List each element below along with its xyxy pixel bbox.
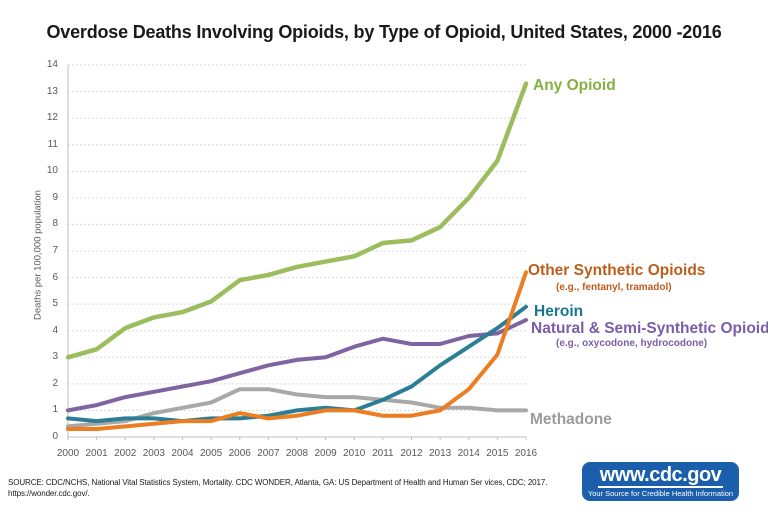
cdc-logo-url: www.cdc.gov	[597, 463, 724, 488]
y-tick-label: 6	[52, 271, 58, 283]
x-tick-label: 2002	[114, 448, 137, 459]
y-tick-label: 5	[52, 298, 58, 310]
cdc-logo-tagline: Your Source for Credible Health Informat…	[587, 488, 734, 498]
y-tick-label: 3	[52, 351, 58, 363]
y-tick-label: 1	[52, 404, 58, 416]
cdc-logo[interactable]: www.cdc.gov Your Source for Credible Hea…	[582, 462, 739, 501]
series-label-methadone: Methadone	[530, 411, 612, 428]
y-tick-label: 12	[46, 112, 58, 124]
x-tick-label: 2014	[457, 448, 480, 459]
x-tick-label: 2012	[400, 448, 423, 459]
series-line-methadone	[66, 387, 528, 429]
y-tick-label: 8	[52, 218, 58, 230]
x-tick-label: 2016	[514, 448, 538, 459]
chart-title: Overdose Deaths Involving Opioids, by Ty…	[46, 22, 722, 42]
y-tick-label: 4	[52, 324, 58, 336]
x-tick-label: 2001	[85, 448, 108, 459]
source-note: SOURCE: CDC/NCHS, National Vital Statist…	[8, 477, 580, 499]
series-line-heroin	[66, 304, 528, 424]
y-tick-label: 2	[52, 377, 58, 389]
series-label-natural-semi-synthetic-opioids: Natural & Semi-Synthetic Opioids	[531, 320, 768, 337]
series-label-heroin: Heroin	[534, 303, 584, 320]
x-tick-label: 2015	[486, 448, 509, 459]
x-tick-label: 2005	[200, 448, 223, 459]
y-tick-label: 14	[46, 59, 58, 70]
y-tick-label: 10	[46, 165, 58, 177]
x-tick-label: 2000	[56, 448, 80, 459]
y-tick-label: 9	[52, 191, 58, 203]
series-line-natural-semi-synthetic-opioids	[66, 318, 528, 413]
y-tick-label: 7	[52, 245, 58, 256]
x-tick-label: 2008	[285, 448, 309, 459]
series-line-any-opioid	[65, 81, 529, 360]
source-line-2: https://wonder.cdc.gov/.	[8, 489, 90, 498]
y-tick-label: 0	[52, 431, 58, 442]
x-tick-label: 2006	[228, 448, 251, 459]
series-sublabel-other-synthetic-opioids: (e.g., fentanyl, tramadol)	[556, 282, 672, 293]
x-tick-label: 2010	[343, 448, 366, 459]
y-tick-label: 13	[46, 85, 58, 97]
series-label-any-opioid: Any Opioid	[533, 77, 616, 94]
series-label-other-synthetic-opioids: Other Synthetic Opioids	[528, 262, 706, 279]
series-sublabel-natural-semi-synthetic-opioids: (e.g., oxycodone, hydrocodone)	[556, 338, 708, 349]
x-tick-label: 2007	[257, 448, 280, 459]
y-tick-label: 11	[47, 138, 58, 150]
x-tick-label: 2013	[429, 448, 452, 459]
x-tick-label: 2003	[142, 448, 165, 459]
x-tick-label: 2009	[314, 448, 337, 459]
x-tick-label: 2011	[372, 448, 394, 459]
source-line-1: SOURCE: CDC/NCHS, National Vital Statist…	[8, 478, 548, 487]
series-line-other-synthetic-opioids	[66, 270, 528, 431]
x-tick-label: 2004	[171, 448, 194, 459]
